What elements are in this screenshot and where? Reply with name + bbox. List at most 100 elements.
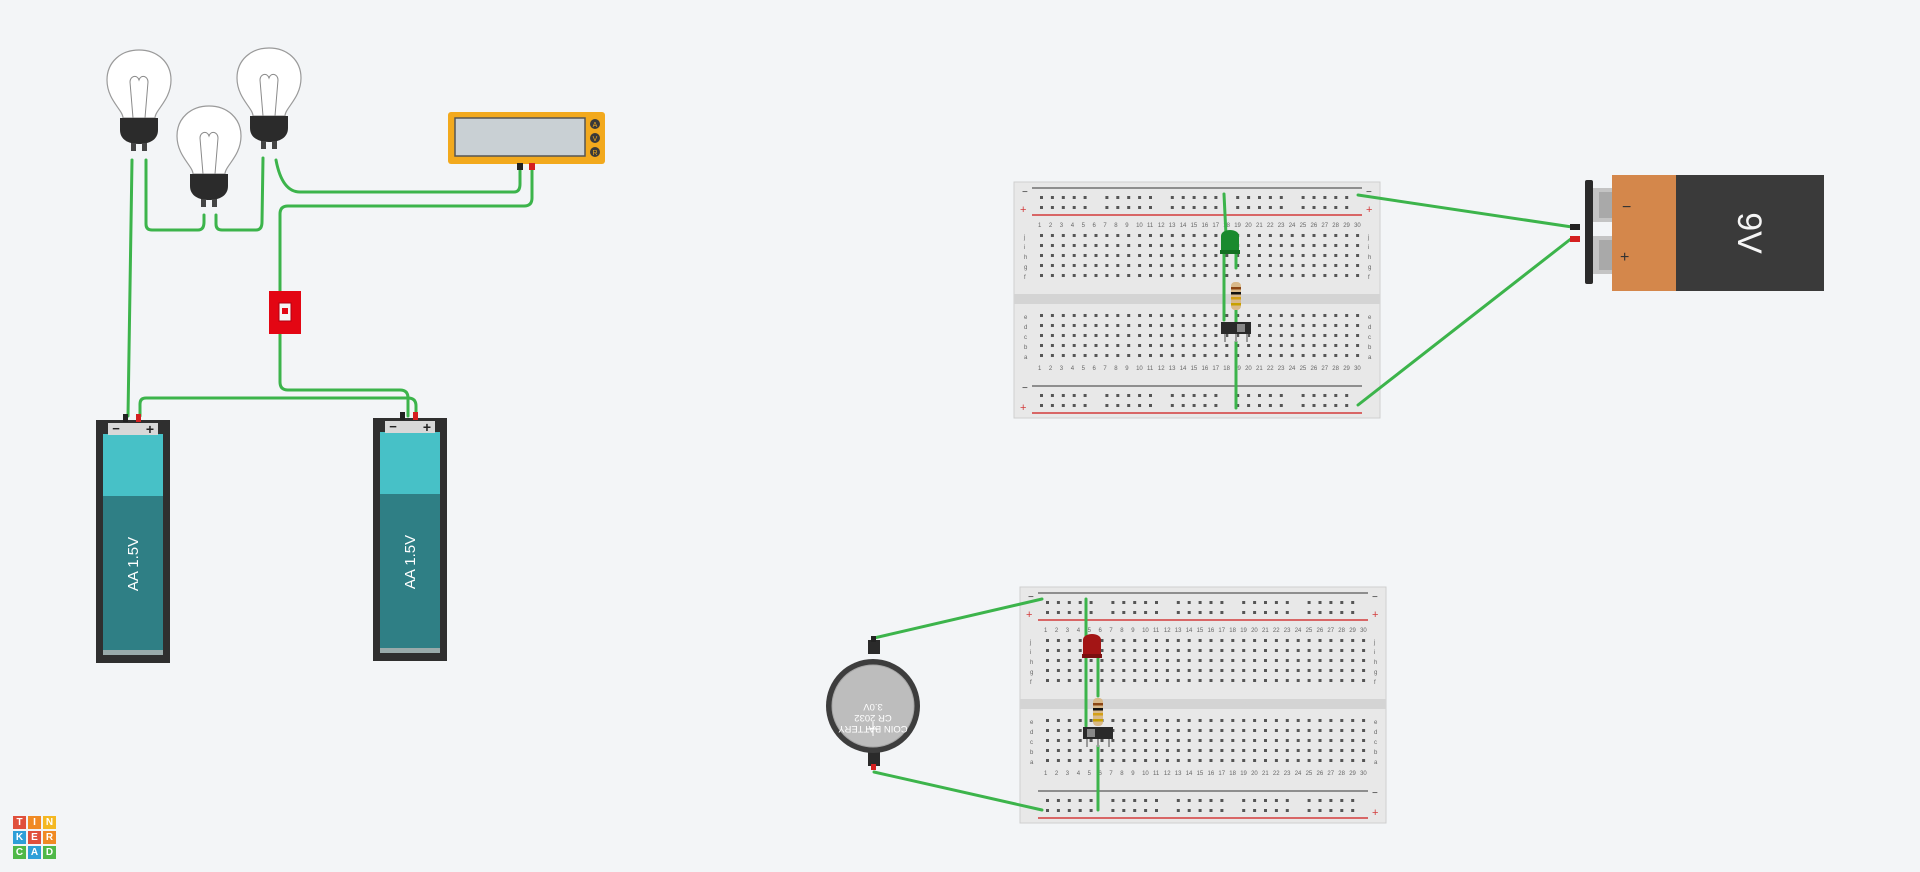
column-number: 28 (1338, 628, 1345, 634)
slide-switch-small[interactable] (1221, 322, 1251, 342)
column-number: 24 (1289, 223, 1296, 229)
row-letter: a (1374, 760, 1378, 766)
wire[interactable] (144, 158, 206, 232)
led-green[interactable] (1220, 230, 1240, 254)
wire[interactable] (1356, 193, 1574, 229)
battery-plus-label: + (1620, 249, 1629, 266)
column-number: 19 (1240, 628, 1247, 634)
light-bulb[interactable] (236, 47, 302, 150)
column-number: 18 (1229, 771, 1236, 777)
column-number: 25 (1300, 223, 1307, 229)
nine-volt-battery[interactable]: − + 9V (1570, 175, 1824, 291)
aa-battery[interactable]: − + AA 1.5V (373, 412, 447, 661)
column-number: 24 (1295, 771, 1302, 777)
slide-switch[interactable] (269, 291, 301, 334)
wire[interactable] (214, 156, 265, 232)
row-letter: b (1368, 345, 1372, 351)
wire[interactable] (278, 166, 534, 296)
led-red[interactable] (1082, 634, 1102, 658)
row-letter: g (1368, 265, 1371, 271)
wires-breadboard-2[interactable] (872, 597, 1100, 812)
multimeter-mode-a[interactable]: A (590, 119, 600, 129)
column-number: 5 (1082, 366, 1086, 372)
column-number: 20 (1251, 628, 1258, 634)
wires-left-circuit[interactable] (126, 156, 534, 418)
column-number: 23 (1278, 223, 1285, 229)
column-number: 30 (1360, 771, 1367, 777)
svg-text:R: R (592, 150, 597, 157)
column-number: 2 (1049, 223, 1053, 229)
row-letter: h (1024, 255, 1027, 261)
row-letter: d (1374, 730, 1377, 736)
column-number: 6 (1099, 628, 1103, 634)
column-number: 17 (1218, 628, 1225, 634)
battery-minus-label: − (389, 419, 397, 434)
slide-switch-small[interactable] (1083, 727, 1113, 747)
column-number: 9 (1131, 628, 1135, 634)
column-number: 28 (1338, 771, 1345, 777)
column-number: 16 (1208, 628, 1215, 634)
rail-plus-label: + (1366, 204, 1372, 216)
wire[interactable] (278, 330, 410, 418)
column-number: 15 (1197, 771, 1204, 777)
svg-text:A: A (593, 122, 598, 129)
multimeter[interactable]: A V R (448, 112, 605, 170)
multimeter-mode-r[interactable]: R (590, 147, 600, 157)
light-bulb[interactable] (106, 49, 172, 152)
column-number: 30 (1354, 223, 1361, 229)
column-number: 14 (1186, 628, 1193, 634)
column-number: 4 (1071, 223, 1075, 229)
column-number: 5 (1082, 223, 1086, 229)
column-number: 13 (1175, 771, 1182, 777)
column-number: 14 (1180, 366, 1187, 372)
column-number: 6 (1093, 223, 1097, 229)
wire[interactable] (1222, 192, 1228, 237)
column-number: 21 (1262, 628, 1269, 634)
wire[interactable] (872, 597, 1044, 640)
column-number: 7 (1109, 771, 1113, 777)
column-number: 12 (1158, 366, 1165, 372)
multimeter-mode-v[interactable]: V (590, 133, 600, 143)
column-number: 11 (1147, 366, 1154, 372)
column-number: 5 (1088, 628, 1092, 634)
row-letter: e (1368, 315, 1372, 321)
column-number: 18 (1229, 628, 1236, 634)
rail-plus-label: + (1372, 807, 1378, 819)
column-number: 15 (1191, 366, 1198, 372)
coin-battery[interactable]: COIN BATTERY CR 2032 3.0V (826, 636, 920, 770)
column-number: 2 (1055, 771, 1059, 777)
column-number: 23 (1284, 771, 1291, 777)
column-number: 13 (1169, 223, 1176, 229)
column-number: 30 (1360, 628, 1367, 634)
wire[interactable] (138, 396, 418, 418)
battery-minus-label: − (112, 421, 120, 436)
breadboard[interactable]: − + − + − + j ji ih hg gf fe ed dc cb ba a11223344… (1013, 181, 1381, 419)
column-number: 6 (1093, 366, 1097, 372)
wire[interactable] (1356, 236, 1574, 407)
wire[interactable] (126, 158, 134, 418)
column-number: 4 (1077, 628, 1081, 634)
aa-battery[interactable]: − + AA 1.5V (96, 414, 170, 663)
wires-breadboard-1[interactable] (1222, 192, 1574, 410)
column-number: 29 (1343, 223, 1350, 229)
column-number: 17 (1218, 771, 1225, 777)
row-letter: f (1030, 680, 1032, 686)
breadboard[interactable]: − + − + − + j ji ih hg gf fe ed dc cb ba a11223344… (1019, 586, 1387, 824)
column-number: 29 (1349, 771, 1356, 777)
wire[interactable] (274, 158, 522, 194)
column-number: 4 (1077, 771, 1081, 777)
light-bulb[interactable] (176, 105, 242, 208)
resistor[interactable] (1231, 282, 1241, 310)
row-letter: g (1024, 265, 1027, 271)
wire[interactable] (872, 770, 1044, 812)
resistor[interactable] (1093, 698, 1103, 726)
column-number: 17 (1212, 223, 1219, 229)
column-number: 6 (1099, 771, 1103, 777)
column-number: 4 (1071, 366, 1075, 372)
column-number: 20 (1245, 223, 1252, 229)
column-number: 11 (1153, 771, 1160, 777)
column-number: 26 (1317, 628, 1324, 634)
column-number: 13 (1175, 628, 1182, 634)
